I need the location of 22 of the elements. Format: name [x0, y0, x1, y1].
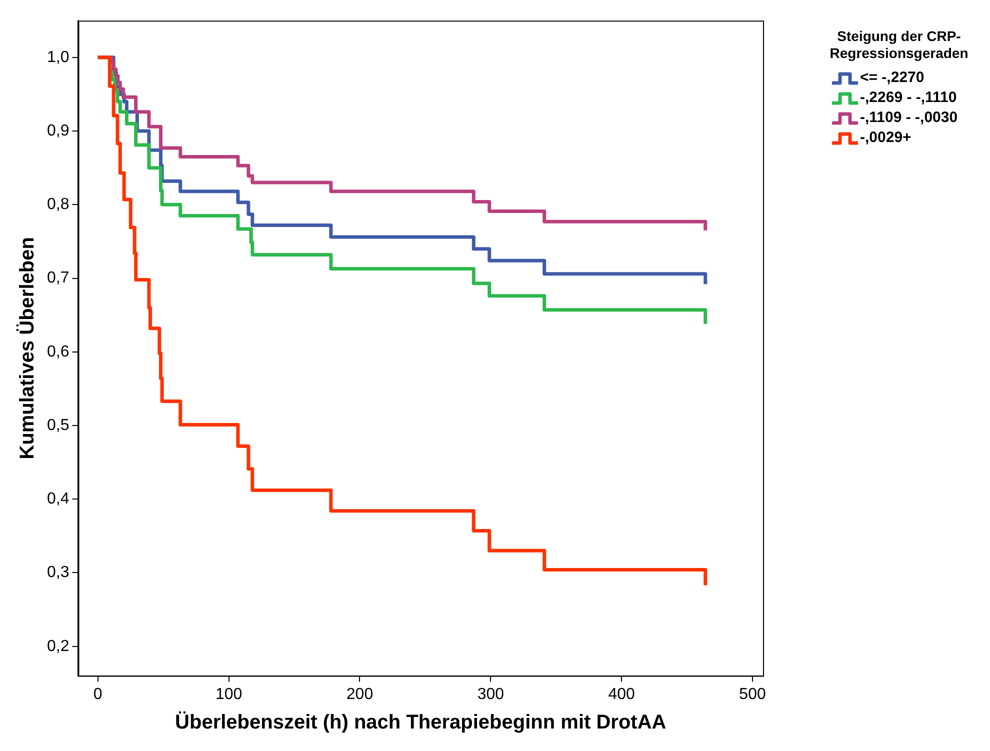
- legend-title: Steigung der CRP-Regressionsgeraden: [828, 28, 970, 62]
- x-tick-label: 0: [93, 686, 102, 703]
- x-tick-label: 300: [477, 686, 504, 703]
- y-tick-label: 0,9: [46, 122, 70, 140]
- y-tick-label: 0,5: [46, 416, 70, 434]
- x-tick-label: 500: [739, 686, 766, 703]
- y-tick-label: 0,2: [46, 638, 70, 655]
- y-tick-label: 0,8: [46, 196, 70, 214]
- y-axis-title: Kumulatives Überleben: [16, 237, 39, 460]
- x-tick-label: 400: [608, 686, 636, 703]
- legend-label: -,2269 - -,1110: [860, 88, 957, 108]
- legend-label: -,0029+: [860, 128, 912, 148]
- legend-label: -,1109 - -,0030: [860, 108, 958, 128]
- x-axis-title: Überlebenszeit (h) nach Therapiebeginn mit DrotAA: [175, 710, 666, 734]
- y-tick-label: 0,3: [46, 564, 70, 582]
- y-tick-label: 0,6: [46, 343, 70, 360]
- y-tick-label: 0,7: [46, 270, 70, 287]
- y-tick-label: 1,0: [46, 48, 70, 66]
- x-tick-label: 200: [346, 686, 374, 703]
- legend-label: <= -,2270: [860, 68, 924, 88]
- y-tick-label: 0,4: [46, 490, 70, 508]
- x-tick-label: 100: [215, 686, 242, 703]
